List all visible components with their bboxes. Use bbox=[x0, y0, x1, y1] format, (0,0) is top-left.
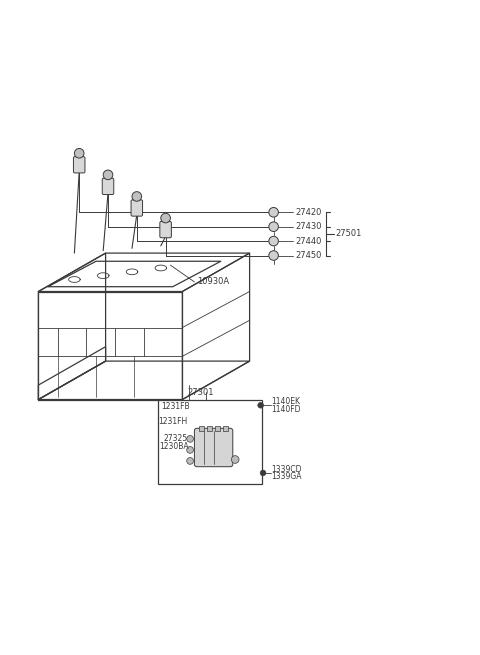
Bar bbox=[199, 426, 204, 431]
Circle shape bbox=[258, 402, 264, 408]
Circle shape bbox=[269, 208, 278, 217]
Circle shape bbox=[187, 436, 193, 442]
Circle shape bbox=[132, 192, 142, 201]
Bar bbox=[207, 426, 212, 431]
Circle shape bbox=[269, 251, 278, 260]
Circle shape bbox=[231, 456, 239, 463]
FancyBboxPatch shape bbox=[73, 157, 85, 173]
Text: 27450: 27450 bbox=[295, 251, 322, 260]
Text: 27420: 27420 bbox=[295, 208, 322, 217]
Text: 27301: 27301 bbox=[187, 388, 214, 397]
Circle shape bbox=[74, 149, 84, 158]
Text: 27501: 27501 bbox=[335, 229, 361, 238]
Circle shape bbox=[103, 170, 113, 179]
Text: 1140EK: 1140EK bbox=[271, 398, 300, 406]
Text: 27440: 27440 bbox=[295, 236, 322, 246]
Text: 1140FD: 1140FD bbox=[271, 405, 300, 413]
Bar bbox=[215, 426, 220, 431]
FancyBboxPatch shape bbox=[194, 428, 233, 467]
Text: 1231FB: 1231FB bbox=[161, 402, 190, 411]
FancyBboxPatch shape bbox=[160, 221, 171, 238]
Circle shape bbox=[260, 470, 266, 476]
Text: 1231FH: 1231FH bbox=[158, 417, 188, 426]
Text: 1339GA: 1339GA bbox=[271, 472, 302, 481]
Circle shape bbox=[269, 236, 278, 246]
FancyBboxPatch shape bbox=[102, 178, 114, 195]
Circle shape bbox=[187, 447, 193, 453]
Circle shape bbox=[187, 458, 193, 464]
Text: 1230BA: 1230BA bbox=[159, 442, 189, 451]
FancyBboxPatch shape bbox=[131, 200, 143, 216]
Bar bbox=[158, 400, 262, 483]
Bar bbox=[223, 426, 228, 431]
Text: 1339CD: 1339CD bbox=[271, 464, 302, 474]
Circle shape bbox=[269, 222, 278, 231]
Text: 10930A: 10930A bbox=[197, 278, 229, 286]
Text: 27325: 27325 bbox=[163, 434, 187, 443]
Text: 27430: 27430 bbox=[295, 222, 322, 231]
Circle shape bbox=[161, 214, 170, 223]
